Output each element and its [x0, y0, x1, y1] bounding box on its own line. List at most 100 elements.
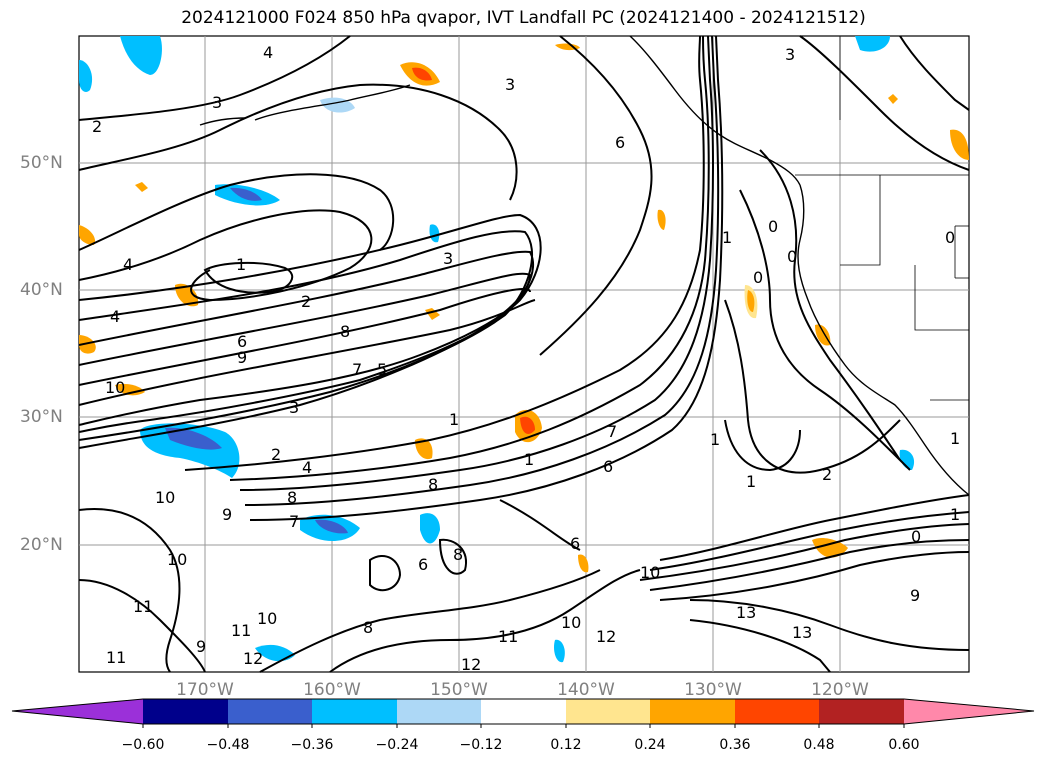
colorbar-segment: [143, 699, 228, 724]
contour-label: 0: [753, 268, 763, 287]
ivt-contours: [78, 35, 970, 673]
contour-label: 10: [155, 488, 175, 507]
colorbar-tick: −0.36: [290, 737, 334, 753]
colorbar-segment: [481, 699, 566, 724]
contour-label: 1: [524, 450, 534, 469]
contour-label: 8: [340, 322, 350, 341]
contour-label: 10: [257, 609, 277, 628]
colorbar-tick: −0.48: [206, 737, 250, 753]
lat-label-30n: 30°N: [20, 407, 63, 427]
contour-label: 2: [822, 465, 832, 484]
qvapor-shading: [79, 36, 969, 663]
contour-label: 1: [950, 505, 960, 524]
contour-label: 2: [92, 117, 102, 136]
contour-label: 8: [428, 475, 438, 494]
colorbar-tick: −0.60: [121, 737, 165, 753]
contour-label: 11: [498, 627, 518, 646]
lon-label-140w: 140°W: [557, 680, 615, 700]
contour-label: 7: [289, 512, 299, 531]
contour-label: 4: [110, 307, 120, 326]
colorbar-tick: 0.36: [719, 737, 751, 753]
contour-label: 8: [287, 488, 297, 507]
contour-label: 7: [607, 422, 617, 441]
contour-label: 3: [289, 398, 299, 417]
lon-label-120w: 120°W: [811, 680, 869, 700]
contour-labels: 4 3 3 2 3 6 4 1 2 3 8 6 9 7 5 10 3 4 2 8…: [92, 43, 960, 674]
lon-label-170w: 170°W: [176, 680, 234, 700]
contour-label: 6: [603, 457, 613, 476]
lat-label-20n: 20°N: [20, 535, 63, 555]
colorbar-segment: [566, 699, 650, 724]
contour-label: 4: [263, 43, 273, 62]
contour-label: 1: [950, 429, 960, 448]
lon-label-160w: 160°W: [303, 680, 361, 700]
contour-label: 0: [945, 228, 955, 247]
contour-label: 3: [443, 249, 453, 268]
contour-label: 1: [236, 255, 246, 274]
contour-label: 4: [302, 458, 312, 477]
contour-label: 10: [167, 550, 187, 569]
contour-label: 1: [746, 472, 756, 491]
contour-label: 10: [561, 613, 581, 632]
contour-label: 6: [237, 332, 247, 351]
contour-label: 10: [105, 378, 125, 397]
contour-label: 3: [212, 93, 222, 112]
contour-label: 12: [596, 627, 616, 646]
contour-label: 11: [106, 648, 126, 667]
colorbar: [11, 698, 1035, 728]
contour-label: 5: [377, 360, 387, 379]
map-plot: 4 3 3 2 3 6 4 1 2 3 8 6 9 7 5 10 3 4 2 8…: [78, 35, 970, 674]
contour-label: 12: [243, 649, 263, 668]
contour-label: 0: [787, 247, 797, 266]
colorbar-segment: [312, 699, 397, 724]
contour-label: 6: [615, 133, 625, 152]
contour-label: 6: [418, 555, 428, 574]
contour-label: 11: [133, 597, 153, 616]
contour-label: 7: [352, 360, 362, 379]
colorbar-segment: [397, 699, 481, 724]
contour-label: 1: [722, 228, 732, 247]
colorbar-tick: 0.60: [888, 737, 920, 753]
contour-label: 0: [768, 217, 778, 236]
contour-label: 2: [301, 292, 311, 311]
colorbar-tick: 0.12: [550, 737, 582, 753]
coastline: [199, 35, 970, 496]
colorbar-segment: [819, 699, 904, 724]
contour-label: 9: [910, 586, 920, 605]
contour-label: 0: [911, 527, 921, 546]
contour-label: 8: [453, 545, 463, 564]
colorbar-tick: −0.24: [375, 737, 419, 753]
colorbar-segments: [12, 699, 1034, 724]
colorbar-tick: −0.12: [459, 737, 503, 753]
contour-label: 9: [222, 505, 232, 524]
map-frame: [78, 35, 970, 673]
map-title: 2024121000 F024 850 hPa qvapor, IVT Land…: [181, 8, 866, 28]
lon-label-130w: 130°W: [684, 680, 742, 700]
contour-label: 6: [570, 534, 580, 553]
contour-label: 9: [237, 348, 247, 367]
contour-label: 4: [123, 255, 133, 274]
colorbar-extend-low: [12, 699, 143, 724]
colorbar-tick: 0.24: [634, 737, 666, 753]
contour-label: 13: [736, 603, 756, 622]
lat-label-50n: 50°N: [20, 153, 63, 173]
contour-label: 1: [710, 430, 720, 449]
contour-label: 13: [792, 623, 812, 642]
lat-label-40n: 40°N: [20, 280, 63, 300]
colorbar-segment: [650, 699, 735, 724]
colorbar-extend-high: [904, 699, 1034, 724]
contour-label: 11: [231, 621, 251, 640]
contour-label: 2: [271, 445, 281, 464]
contour-label: 3: [785, 45, 795, 64]
contour-label: 10: [640, 563, 660, 582]
contour-label: 3: [505, 75, 515, 94]
contour-label: 9: [196, 637, 206, 656]
contour-label: 8: [363, 618, 373, 637]
colorbar-segment: [228, 699, 312, 724]
colorbar-tick: 0.48: [803, 737, 835, 753]
borders: [795, 36, 969, 401]
contour-label: 1: [449, 410, 459, 429]
colorbar-segment: [735, 699, 819, 724]
lon-label-150w: 150°W: [430, 680, 488, 700]
contour-label: 12: [461, 655, 481, 674]
